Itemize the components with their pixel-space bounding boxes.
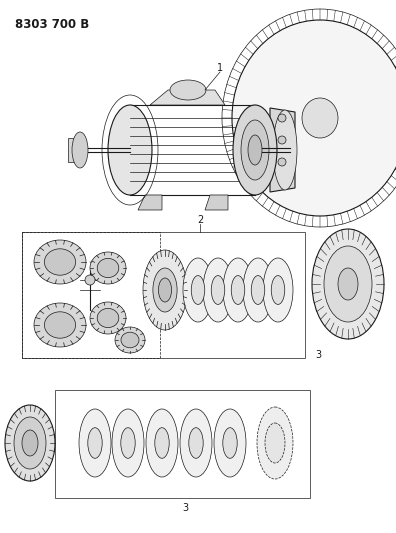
Ellipse shape — [278, 114, 286, 122]
Ellipse shape — [257, 407, 293, 479]
Ellipse shape — [243, 258, 273, 322]
Ellipse shape — [121, 332, 139, 348]
Polygon shape — [205, 195, 228, 210]
Ellipse shape — [72, 132, 88, 168]
Ellipse shape — [158, 278, 171, 302]
Ellipse shape — [121, 427, 135, 458]
Ellipse shape — [180, 409, 212, 477]
Ellipse shape — [203, 258, 233, 322]
Ellipse shape — [312, 229, 384, 339]
Ellipse shape — [324, 246, 372, 322]
Ellipse shape — [22, 430, 38, 456]
Ellipse shape — [112, 409, 144, 477]
Ellipse shape — [155, 427, 169, 458]
Polygon shape — [138, 195, 162, 210]
Ellipse shape — [97, 259, 119, 278]
Ellipse shape — [183, 258, 213, 322]
Ellipse shape — [108, 105, 152, 195]
Ellipse shape — [251, 276, 265, 304]
Ellipse shape — [302, 98, 338, 138]
Ellipse shape — [191, 276, 205, 304]
Polygon shape — [270, 108, 295, 192]
Ellipse shape — [223, 427, 237, 458]
Ellipse shape — [214, 409, 246, 477]
Ellipse shape — [5, 405, 55, 481]
Ellipse shape — [265, 423, 285, 463]
Text: 3: 3 — [315, 350, 321, 360]
Ellipse shape — [143, 250, 187, 330]
Ellipse shape — [153, 268, 177, 312]
Ellipse shape — [146, 409, 178, 477]
Ellipse shape — [88, 427, 102, 458]
Bar — [55, 390, 310, 498]
Ellipse shape — [278, 136, 286, 144]
Text: 2: 2 — [197, 215, 203, 225]
Ellipse shape — [44, 249, 76, 275]
Polygon shape — [150, 90, 225, 105]
Ellipse shape — [14, 417, 46, 469]
Ellipse shape — [278, 158, 286, 166]
Ellipse shape — [241, 120, 269, 180]
Text: 3: 3 — [182, 503, 188, 513]
Ellipse shape — [231, 276, 245, 304]
Ellipse shape — [44, 312, 76, 338]
Ellipse shape — [170, 80, 206, 100]
Ellipse shape — [34, 303, 86, 347]
Ellipse shape — [223, 258, 253, 322]
Ellipse shape — [338, 268, 358, 300]
Ellipse shape — [248, 135, 262, 165]
Ellipse shape — [189, 427, 203, 458]
Ellipse shape — [211, 276, 225, 304]
Ellipse shape — [34, 240, 86, 284]
Ellipse shape — [115, 327, 145, 353]
Ellipse shape — [85, 275, 95, 285]
Ellipse shape — [233, 105, 277, 195]
Ellipse shape — [90, 252, 126, 284]
Text: 1: 1 — [217, 63, 223, 73]
Bar — [22, 232, 160, 358]
Ellipse shape — [79, 409, 111, 477]
Ellipse shape — [273, 110, 297, 190]
Polygon shape — [68, 138, 80, 162]
Ellipse shape — [90, 302, 126, 334]
Bar — [22, 232, 305, 358]
Ellipse shape — [263, 258, 293, 322]
Text: 8303 700 B: 8303 700 B — [15, 18, 89, 31]
Ellipse shape — [271, 276, 285, 304]
Ellipse shape — [232, 20, 396, 216]
Ellipse shape — [97, 309, 119, 328]
